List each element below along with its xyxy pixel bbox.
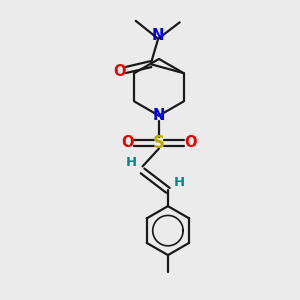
Text: O: O	[121, 135, 133, 150]
Text: H: H	[174, 176, 185, 189]
Text: O: O	[185, 135, 197, 150]
Text: S: S	[153, 134, 165, 152]
Text: N: N	[153, 108, 165, 123]
Text: N: N	[152, 28, 164, 43]
Text: H: H	[126, 156, 137, 169]
Text: O: O	[114, 64, 126, 79]
